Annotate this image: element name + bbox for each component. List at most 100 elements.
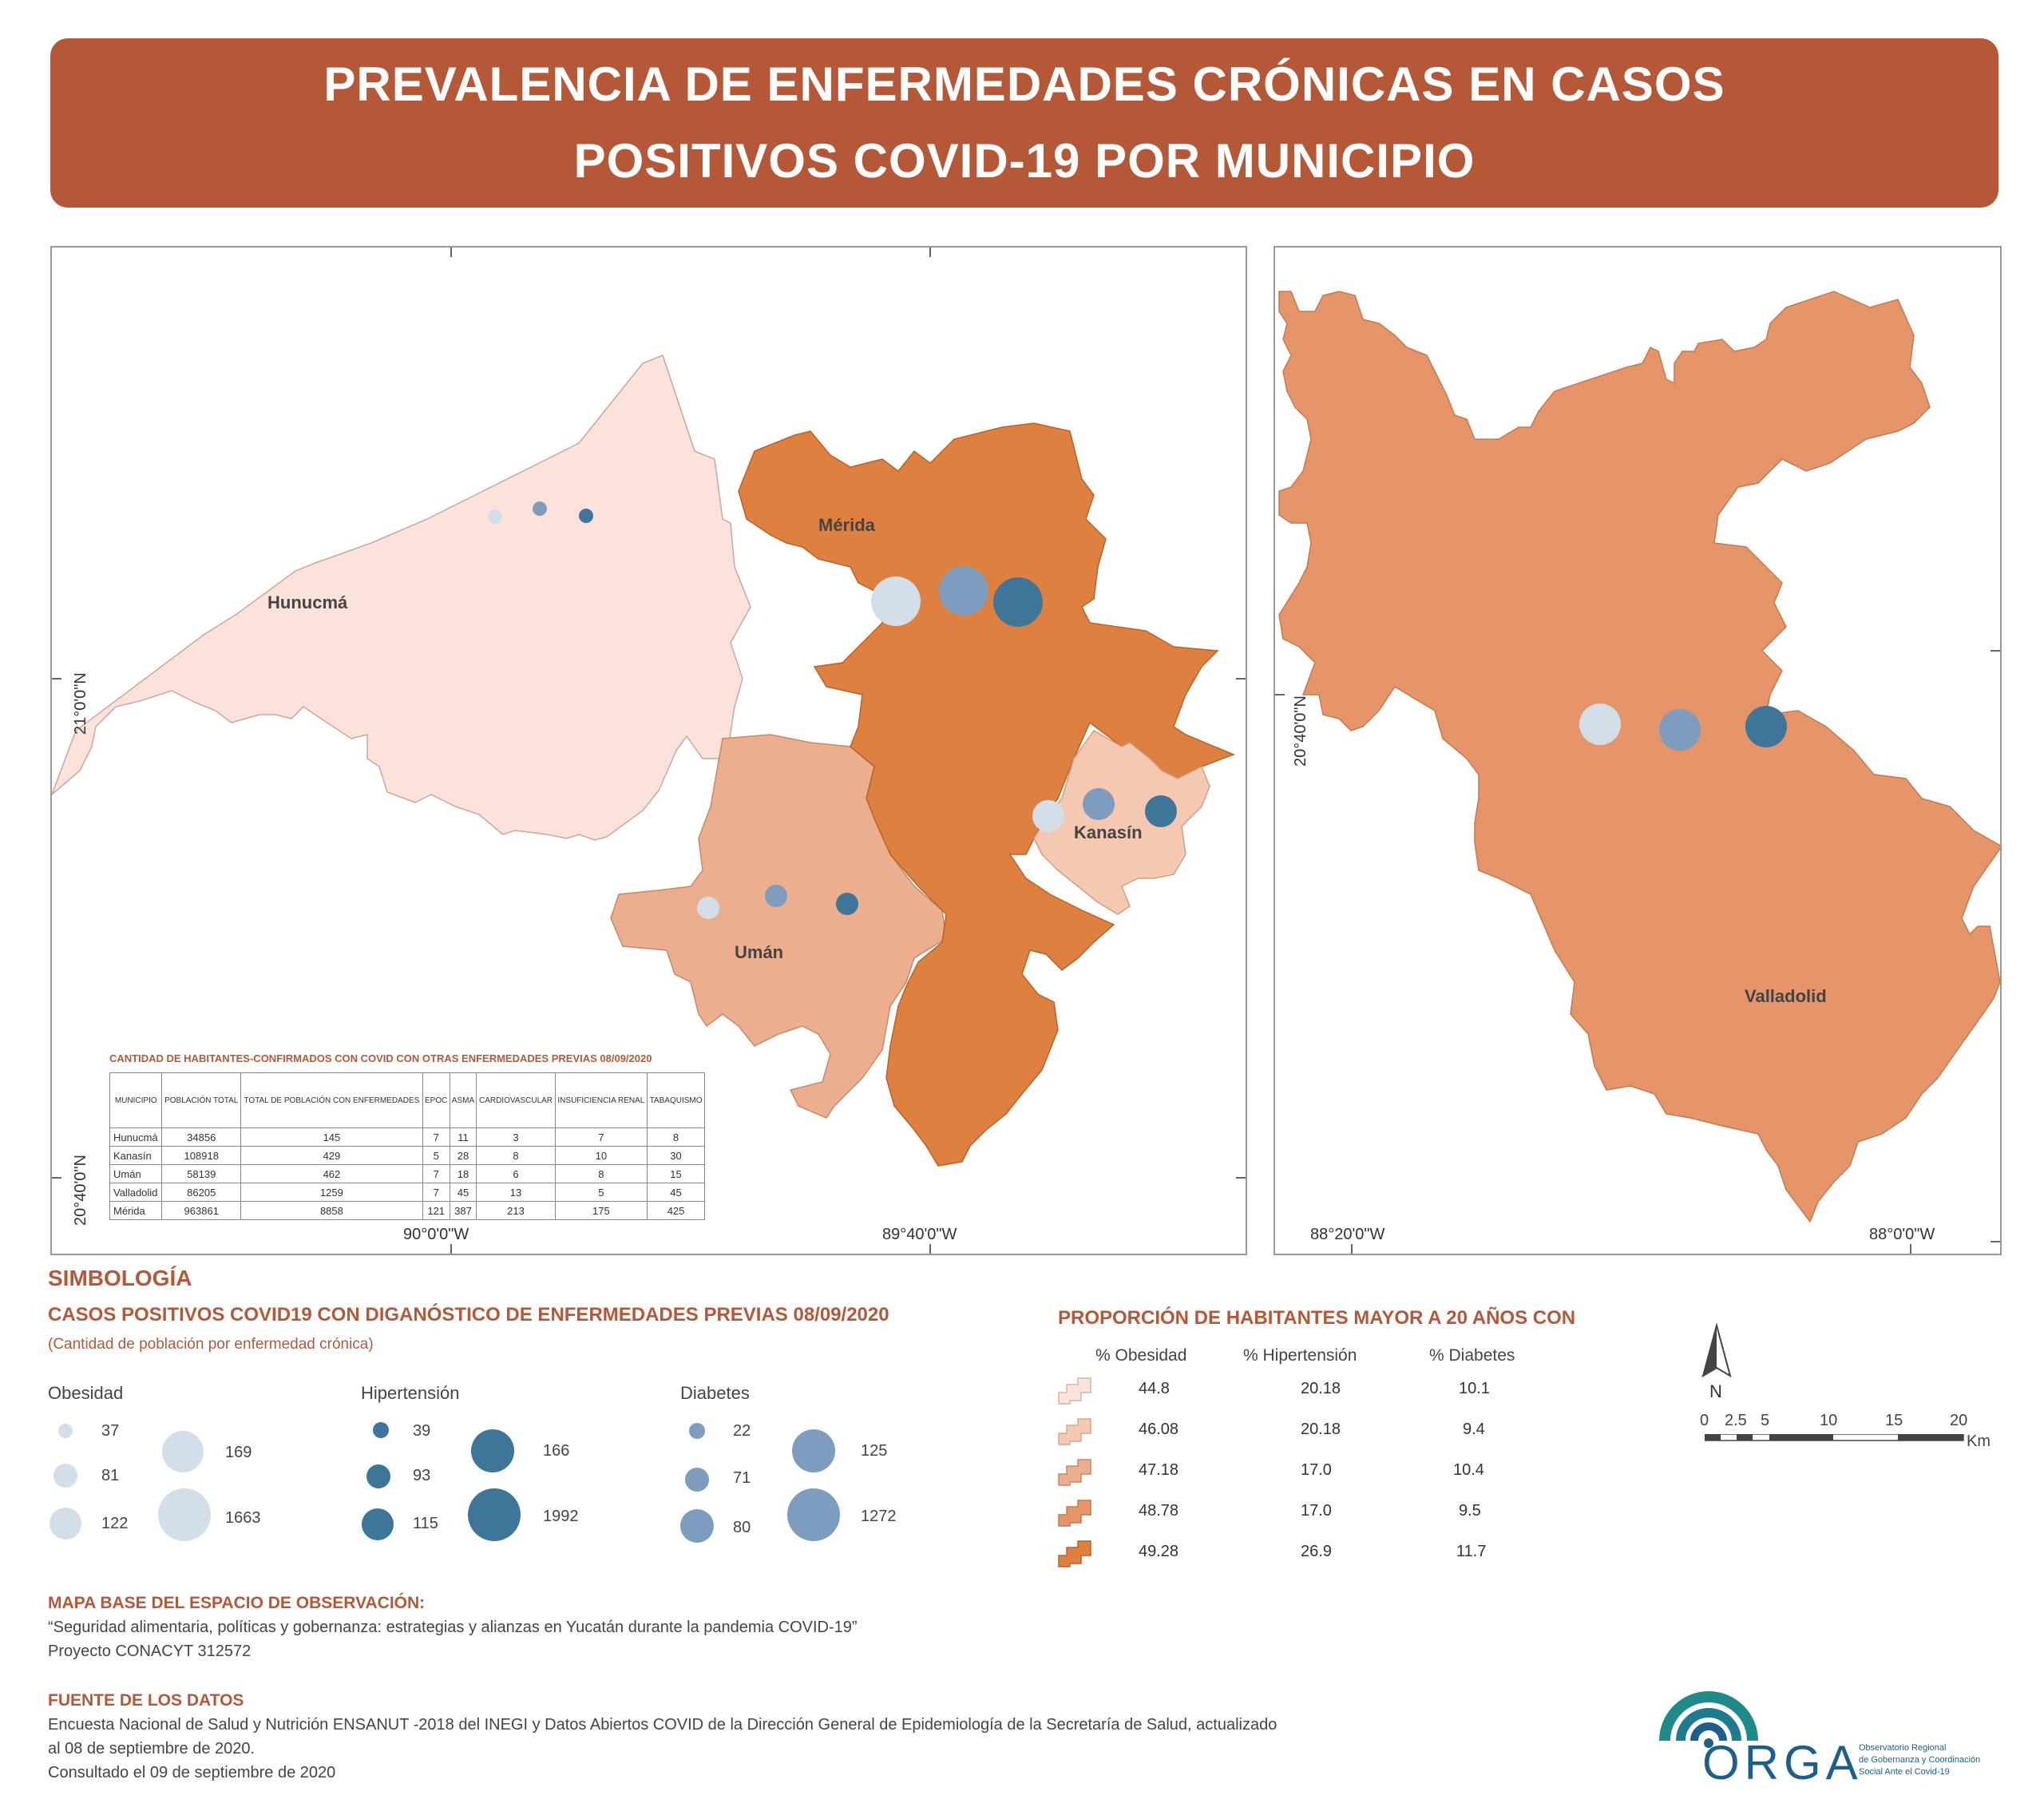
orga-logo: ORGA Observatorio Regional de Gobernanza… [1645,1665,2012,1789]
table-header-row: MUNICIPIO POBLACIÓN TOTAL TOTAL DE POBLA… [109,1072,705,1128]
legend-hipertension-value: 39 [413,1422,431,1440]
proporcion-hipertension-value: 20.18 [1301,1421,1341,1438]
merida-hipertension-circle [993,577,1043,627]
coord-lon-a: 88°20'0"W [1310,1226,1385,1243]
legend-obesidad-circle [50,1508,81,1540]
coord-lon-a: 90°0'0"W [403,1226,469,1243]
valladolid-diabetes-circle [1659,709,1701,751]
proporcion-hipertension-value: 20.18 [1301,1380,1341,1397]
circles-uman [697,885,858,919]
table-header: CARDIOVASCULAR [476,1072,556,1128]
legend-diabetes-circle [689,1423,705,1439]
hunucma-diabetes-circle [533,501,547,516]
legend-obesidad-title: Obesidad [48,1383,124,1403]
proporcion-obesidad-value: 44.8 [1139,1380,1170,1397]
table-cell: 15 [647,1164,705,1183]
legend-hipertension-value: 166 [543,1442,570,1460]
orga-logo-line2: de Gobernanza y Coordinación [1859,1755,1981,1765]
casos-title: CASOS POSITIVOS COVID19 CON DIGANÓSTICO … [48,1304,889,1326]
table-row: Valladolid 86205 1259 7 45 13 5 45 [109,1183,705,1202]
class-swatch-5 [1058,1540,1091,1567]
legend-obesidad-value: 1663 [225,1509,261,1527]
mapa-base-title: MAPA BASE DEL ESPACIO DE OBSERVACIÓN: [48,1594,426,1612]
merida-obesidad-circle [871,577,921,626]
table-cell: 28 [449,1146,477,1165]
proporcion-obesidad-value: 49.28 [1139,1543,1179,1560]
table-cell: 8 [554,1164,648,1183]
scale-tick: 0 [1700,1412,1709,1429]
table-row: Mérida 963861 8858 121 387 213 175 425 [109,1201,705,1220]
scale-tick: 15 [1885,1412,1903,1429]
table-cell: 45 [647,1183,705,1202]
table-row: Hunucmá 34856 145 7 11 3 7 8 [109,1127,705,1147]
table-cell: 30 [647,1146,705,1165]
fuente-line1: Encuesta Nacional de Salud y Nutrición E… [48,1716,1278,1734]
table-cell: 8858 [240,1201,423,1220]
legend-diabetes-circle [787,1488,840,1541]
table-cell: 3 [476,1127,556,1147]
table-header: MUNICIPIO [109,1072,163,1128]
legend-hipertension-circle [373,1422,389,1438]
scale-tick: 20 [1950,1412,1968,1429]
kanasin-diabetes-circle [1083,788,1115,820]
orga-logo-icon [1659,1691,1758,1748]
fuente-line3: Consultado el 09 de septiembre de 2020 [48,1764,336,1781]
left-map: Hunucmá Mérida Kanasín Umán 90°0'0"W 89°… [50,246,1247,1255]
label-hunucma: Hunucmá [267,592,348,612]
data-table-container: CANTIDAD DE HABITANTES-CONFIRMADOS CON C… [109,1052,716,1220]
circles-merida [871,566,1043,627]
proporcion-row: 48.78 17.0 9.5 [1056,1497,1583,1529]
label-uman: Umán [735,942,783,962]
proporcion-row: 44.8 20.18 10.1 [1056,1375,1583,1407]
table-cell: 1259 [240,1183,423,1202]
table-cell: 8 [476,1146,556,1165]
table-row: Kanasín 108918 429 5 28 8 10 30 [109,1146,705,1165]
table-header: TABAQUISMO [647,1072,705,1128]
legend-diabetes-circle [792,1429,835,1472]
legend-diabetes-value: 125 [861,1442,888,1460]
table-header: TOTAL DE POBLACIÓN CON ENFERMEDADES [240,1072,423,1128]
legend-obesidad-value: 169 [225,1444,252,1461]
table-cell: Kanasín [109,1146,163,1165]
legend-hipertension-circle [366,1464,390,1488]
legend-hipertension-value: 93 [413,1467,431,1484]
table-cell: 86205 [161,1183,242,1202]
table-title: CANTIDAD DE HABITANTES-CONFIRMADOS CON C… [109,1052,652,1064]
proporcion-diabetes-value: 9.5 [1459,1502,1481,1520]
table-header: ASMA [449,1072,477,1128]
table-cell: 34856 [161,1127,242,1147]
table-cell: 387 [449,1201,477,1220]
table-header: POBLACIÓN TOTAL [161,1072,242,1128]
kanasin-hipertension-circle [1145,795,1177,827]
scale-bar-graphic [1705,1434,1964,1441]
legend-diabetes-value: 1272 [861,1508,897,1525]
class-swatch-3 [1058,1459,1091,1486]
hunucma-hipertension-circle [579,509,593,523]
table-cell: 8 [647,1127,705,1147]
data-table: MUNICIPIO POBLACIÓN TOTAL TOTAL DE POBLA… [109,1072,705,1220]
proporcion-obesidad-value: 48.78 [1139,1502,1179,1520]
legend-diabetes-circle [680,1509,714,1543]
proporcion-obesidad-value: 46.08 [1139,1421,1179,1438]
legend-hipertension-circle [362,1508,394,1540]
table-cell: 11 [449,1127,477,1147]
legend-obesidad-circle [53,1464,77,1488]
mapa-base-line2: Proyecto CONACYT 312572 [48,1643,252,1660]
circles-valladolid [1579,703,1787,751]
proporcion-header-obesidad: % Obesidad [1095,1346,1187,1365]
table-cell: 963861 [161,1201,242,1220]
table-cell: 18 [449,1164,477,1183]
valladolid-obesidad-circle [1579,703,1621,745]
coord-lon-b: 88°0'0"W [1869,1226,1935,1243]
kanasin-obesidad-circle [1032,800,1064,832]
table-cell: 108918 [161,1146,242,1165]
table-cell: 58139 [161,1164,242,1183]
class-swatch-1 [1058,1377,1091,1405]
proporcion-diabetes-value: 10.1 [1459,1380,1490,1397]
legend-obesidad-value: 37 [101,1422,120,1440]
merida-diabetes-circle [939,566,988,616]
table-cell: 45 [449,1183,477,1202]
table-cell: Valladolid [109,1183,163,1202]
hunucma-obesidad-circle [488,509,502,524]
table-cell: 121 [422,1201,450,1220]
